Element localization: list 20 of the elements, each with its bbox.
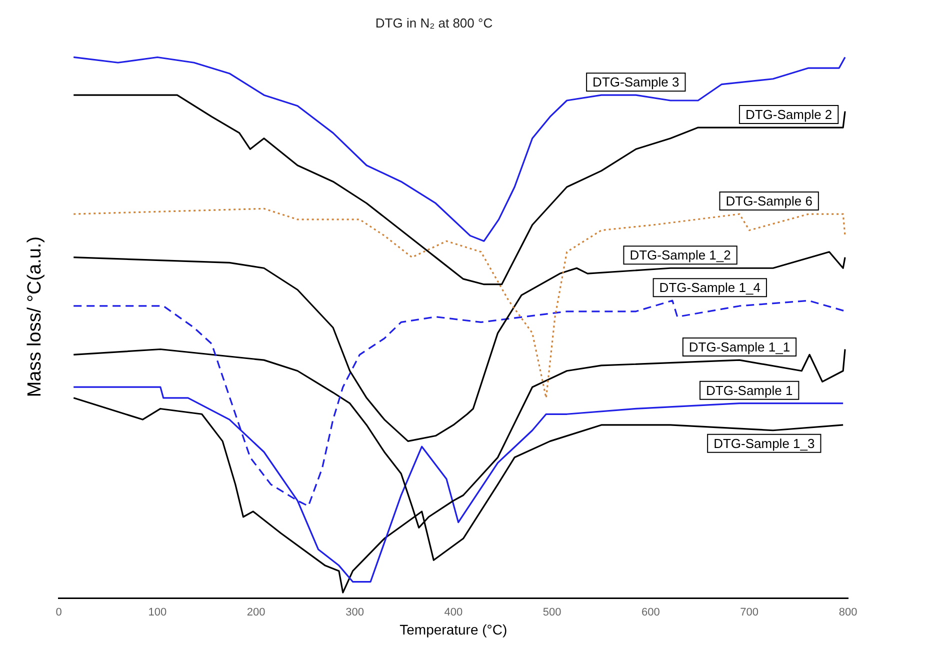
x-tick-label: 0 <box>56 606 62 619</box>
x-tick-label: 800 <box>838 606 858 619</box>
series-label: DTG-Sample 1_2 <box>630 248 731 263</box>
chart-title: DTG in N₂ at 800 °C <box>375 15 493 30</box>
series-label: DTG-Sample 1_4 <box>659 280 760 296</box>
series-label: DTG-Sample 3 <box>592 74 680 90</box>
x-axis-title: Temperature (°C) <box>400 621 508 638</box>
x-tick-label: 400 <box>444 606 463 619</box>
series-label: DTG-Sample 1_1 <box>688 340 790 355</box>
x-tick-label: 100 <box>148 606 167 619</box>
series-label: DTG-Sample 6 <box>726 194 812 209</box>
x-tick-label: 700 <box>740 606 759 619</box>
series-label: DTG-Sample 2 <box>745 107 832 122</box>
y-axis-title: Mass loss/ °C(a.u.) <box>24 236 46 398</box>
x-tick-label: 200 <box>246 606 266 619</box>
x-tick-label: 300 <box>346 606 364 619</box>
series-label: DTG-Sample 1 <box>706 382 793 398</box>
series-label: DTG-Sample 1_3 <box>714 436 815 451</box>
x-tick-label: 500 <box>542 606 562 619</box>
x-tick-label: 600 <box>642 606 660 619</box>
